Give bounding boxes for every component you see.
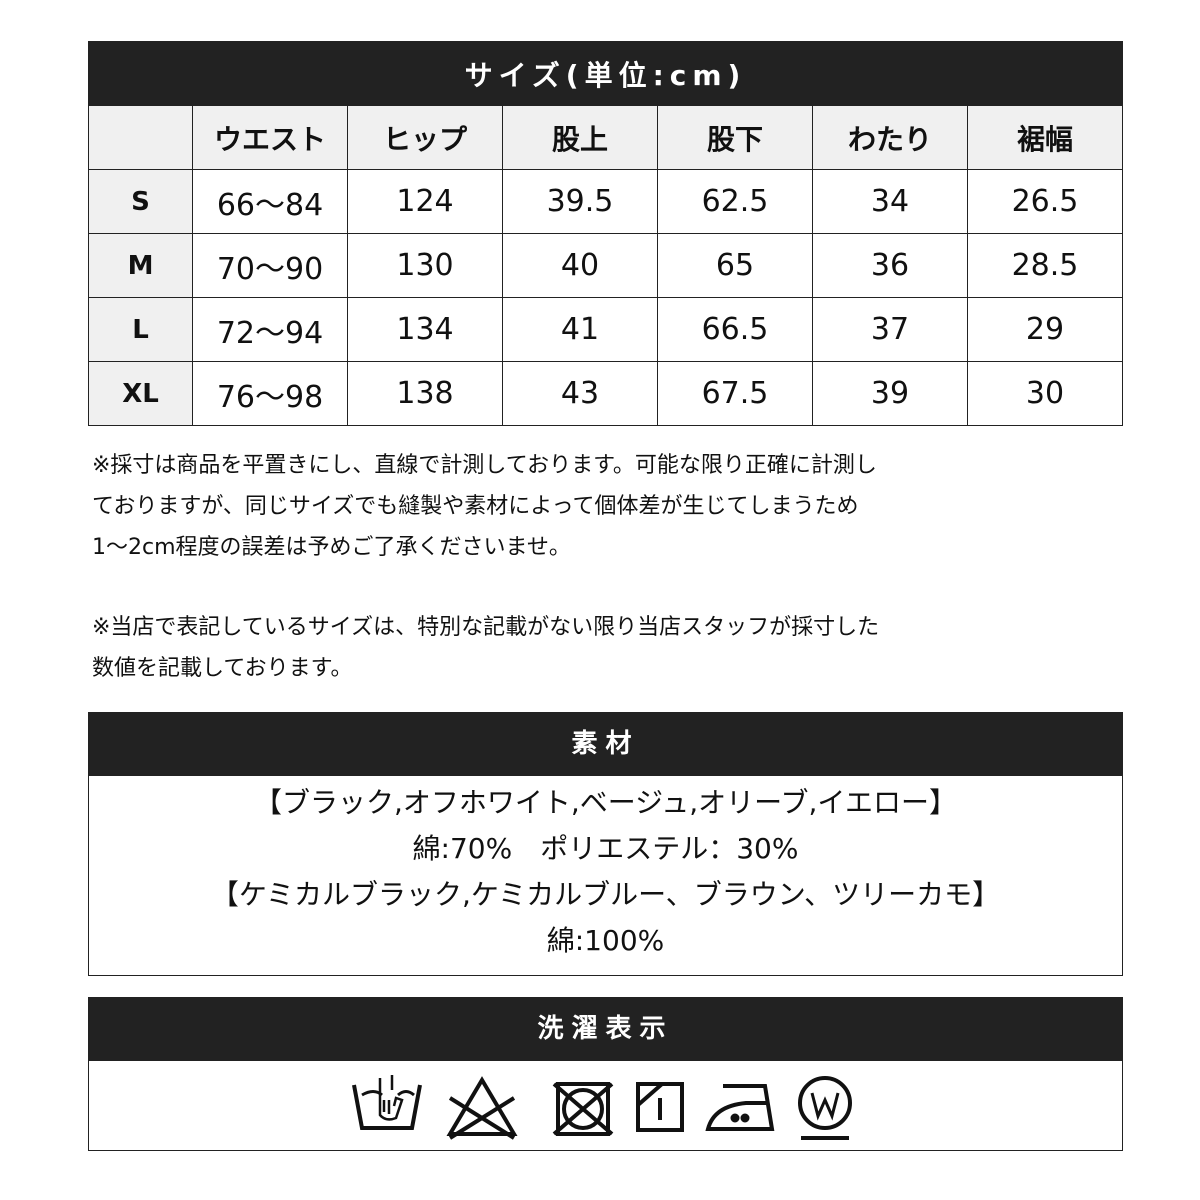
table-cell: 34 <box>812 169 968 234</box>
material-line: 綿:100% <box>546 924 665 957</box>
size-label: XL <box>88 361 193 426</box>
care-icons <box>352 1075 852 1140</box>
size-label: M <box>88 233 193 298</box>
table-cell: 124 <box>347 169 503 234</box>
table-cell: 26.5 <box>967 169 1123 234</box>
material-line: 【ケミカルブラック,ケミカルブルー、ブラウン、ツリーカモ】 <box>210 878 1001 911</box>
table-row: M 70〜90 130 40 65 36 28.5 <box>88 233 1123 298</box>
table-row: XL 76〜98 138 43 67.5 39 30 <box>88 361 1123 426</box>
column-header: ウエスト <box>192 105 348 170</box>
table-cell: 76〜98 <box>192 361 348 426</box>
material-line: 綿:70% ポリエステル：30% <box>412 832 799 865</box>
table-cell: 30 <box>967 361 1123 426</box>
table-cell: 43 <box>502 361 658 426</box>
table-cell: 72〜94 <box>192 297 348 362</box>
material-line: 【ブラック,オフホワイト,ベージュ,オリーブ,イエロー】 <box>253 786 958 819</box>
table-cell: 130 <box>347 233 503 298</box>
note-line: 1〜2cm程度の誤差は予めご了承くださいませ。 <box>92 535 571 560</box>
wet-clean-icon <box>798 1076 852 1140</box>
size-table: サイズ(単位:cm) ウエスト ヒップ 股上 股下 わたり 裾幅 S 66〜84 124 39.… <box>88 41 1123 426</box>
column-header: 股上 <box>502 105 658 170</box>
care-section: 洗濯表示 <box>88 997 1123 1151</box>
size-label: S <box>88 169 193 234</box>
column-header: ヒップ <box>347 105 503 170</box>
table-cell: 29 <box>967 297 1123 362</box>
table-cell: 39 <box>812 361 968 426</box>
table-cell: 66〜84 <box>192 169 348 234</box>
shade-line-dry-icon <box>636 1082 684 1132</box>
table-cell: 66.5 <box>657 297 813 362</box>
column-header: 裾幅 <box>967 105 1123 170</box>
no-tumble-dry-icon <box>552 1082 614 1136</box>
table-cell: 65 <box>657 233 813 298</box>
material-title: 素材 <box>89 713 1122 776</box>
no-bleach-icon <box>446 1076 518 1140</box>
table-cell: 28.5 <box>967 233 1123 298</box>
iron-low-icon <box>705 1084 775 1131</box>
column-header: わたり <box>812 105 968 170</box>
table-cell: 62.5 <box>657 169 813 234</box>
table-row: S 66〜84 124 39.5 62.5 34 26.5 <box>88 169 1123 234</box>
table-cell: 39.5 <box>502 169 658 234</box>
table-header-row: ウエスト ヒップ 股上 股下 わたり 裾幅 <box>88 105 1123 170</box>
table-cell: 134 <box>347 297 503 362</box>
note-line: 数値を記載しております。 <box>92 656 353 681</box>
table-cell: 36 <box>812 233 968 298</box>
note-line: ておりますが、同じサイズでも縫製や素材によって個体差が生じてしまうため <box>92 494 859 519</box>
note-line: ※採寸は商品を平置きにし、直線で計測しております。可能な限り正確に計測し <box>92 453 877 478</box>
note-line: ※当店で表記しているサイズは、特別な記載がない限り当店スタッフが採寸した <box>92 615 880 640</box>
care-title: 洗濯表示 <box>89 998 1122 1061</box>
table-cell: 67.5 <box>657 361 813 426</box>
table-cell: 138 <box>347 361 503 426</box>
size-label: L <box>88 297 193 362</box>
column-header <box>88 105 193 170</box>
hand-wash-icon <box>352 1075 422 1130</box>
table-row: L 72〜94 134 41 66.5 37 29 <box>88 297 1123 362</box>
material-section: 素材 【ブラック,オフホワイト,ベージュ,オリーブ,イエロー】 綿:70% ポリ… <box>88 712 1123 976</box>
table-cell: 41 <box>502 297 658 362</box>
size-table-title: サイズ(単位:cm) <box>88 41 1123 106</box>
size-note: ※当店で表記しているサイズは、特別な記載がない限り当店スタッフが採寸した 数値を… <box>92 607 879 689</box>
column-header: 股下 <box>657 105 813 170</box>
table-cell: 37 <box>812 297 968 362</box>
table-cell: 40 <box>502 233 658 298</box>
table-cell: 70〜90 <box>192 233 348 298</box>
measurement-note: ※採寸は商品を平置きにし、直線で計測しております。可能な限り正確に計測し ており… <box>92 445 877 568</box>
